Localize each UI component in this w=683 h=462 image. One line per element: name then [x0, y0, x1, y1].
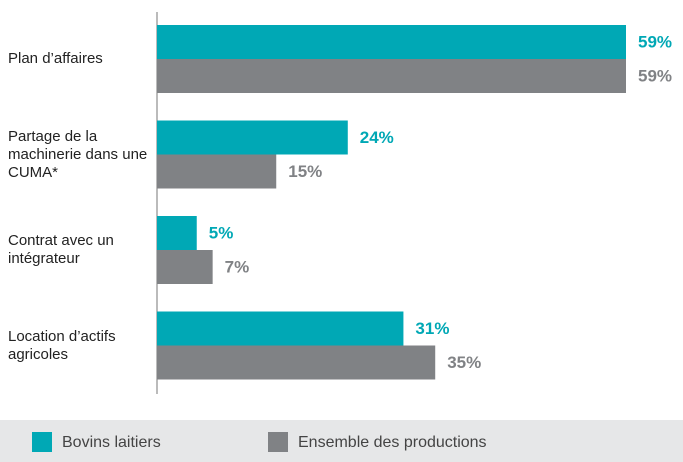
value-label: 35%	[447, 353, 481, 372]
legend-background	[0, 420, 683, 462]
bar	[157, 59, 626, 93]
legend-label: Bovins laitiers	[62, 434, 161, 451]
value-label: 59%	[638, 32, 672, 51]
category-label: Location d’actifs agricoles	[8, 327, 116, 363]
legend-swatch	[32, 432, 52, 452]
category-label: Partage de la machinerie dans une CUMA*	[8, 127, 148, 181]
legend-swatch	[268, 432, 288, 452]
value-label: 59%	[638, 66, 672, 85]
bar	[157, 216, 197, 250]
category-label: Contrat avec un intégrateur	[8, 232, 114, 267]
value-label: 31%	[415, 319, 449, 338]
bar	[157, 250, 213, 284]
bar	[157, 25, 626, 59]
category-label: Plan d’affaires	[8, 50, 103, 67]
value-label: 15%	[288, 162, 322, 181]
bar	[157, 154, 277, 189]
value-label: 24%	[360, 128, 394, 147]
value-label: 5%	[209, 223, 234, 242]
bar	[157, 345, 436, 380]
value-label: 7%	[225, 257, 250, 276]
legend-label: Ensemble des productions	[298, 434, 487, 451]
bar	[157, 311, 404, 346]
bar	[157, 120, 348, 155]
